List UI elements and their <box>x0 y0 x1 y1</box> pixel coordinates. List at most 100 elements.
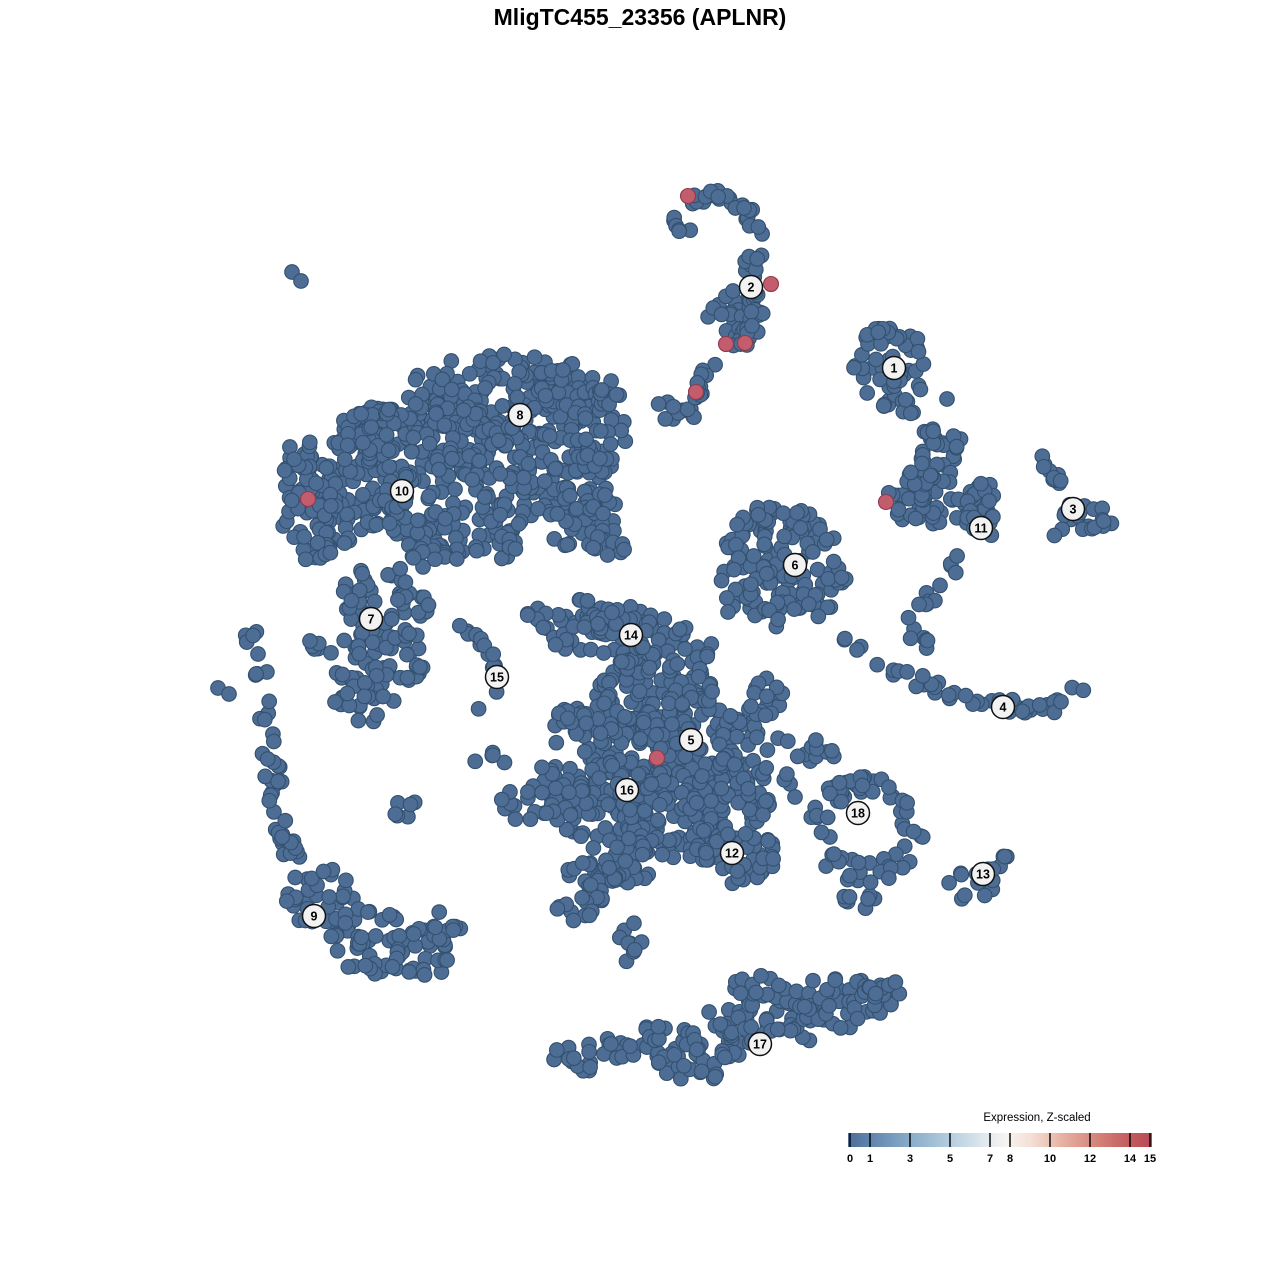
cell-point <box>492 506 509 523</box>
cell-point <box>577 410 594 427</box>
cell-point <box>535 619 552 636</box>
cell-point <box>665 398 682 415</box>
cell-point <box>507 541 524 557</box>
cell-point <box>407 396 424 412</box>
cell-point <box>592 423 609 439</box>
cell-point <box>573 828 589 845</box>
cell-point <box>650 812 666 828</box>
cell-point <box>380 442 397 459</box>
cluster-label-6: 6 <box>782 552 808 578</box>
cell-point <box>485 646 502 663</box>
cluster-label-text: 9 <box>311 910 318 924</box>
cell-point <box>880 870 897 886</box>
cell-point <box>622 801 638 818</box>
cluster-label-4: 4 <box>990 694 1016 720</box>
cell-point <box>626 915 642 932</box>
cell-point <box>818 531 835 548</box>
cell-point <box>568 500 585 517</box>
cell-point <box>748 729 765 746</box>
cell-point <box>303 870 320 887</box>
cluster-label-1: 1 <box>881 355 907 381</box>
cell-point <box>868 351 884 368</box>
cell-point <box>677 641 693 657</box>
cell-point <box>337 915 354 931</box>
cell-point <box>579 593 596 609</box>
cell-point <box>730 794 747 811</box>
legend-gradient-bar <box>848 1133 1152 1147</box>
cell-point <box>626 941 643 958</box>
cell-point <box>381 515 398 532</box>
legend-tick-label: 7 <box>987 1153 993 1165</box>
cell-point <box>658 1065 675 1082</box>
cluster-label-14: 14 <box>618 622 644 648</box>
cell-point <box>737 825 754 842</box>
cell-point <box>758 565 775 582</box>
cluster-3-points <box>1034 448 1120 544</box>
cluster-1-points <box>846 320 955 422</box>
cell-point <box>695 823 712 839</box>
cell-point <box>245 627 261 644</box>
cell-point <box>464 471 481 488</box>
cell-point <box>831 774 848 791</box>
cell-point <box>448 551 465 567</box>
cell-point <box>996 848 1013 865</box>
cell-point <box>416 967 433 983</box>
cell-point <box>593 382 610 398</box>
cell-point <box>789 748 806 765</box>
cell-point <box>608 386 625 403</box>
cell-point <box>445 922 462 938</box>
cluster-11-points <box>880 421 1002 656</box>
cell-point <box>574 889 590 906</box>
cell-point <box>439 952 455 968</box>
cell-point <box>541 428 558 444</box>
cluster-label-16: 16 <box>614 777 640 803</box>
cell-point <box>776 528 793 545</box>
legend-tick-label: 8 <box>1007 1153 1013 1165</box>
cluster-label-text: 11 <box>974 522 987 536</box>
legend-tick-label: 0 <box>847 1153 853 1165</box>
cell-point <box>339 685 356 702</box>
cell-point <box>283 492 300 509</box>
cell-point <box>846 359 862 376</box>
cell-point <box>603 1036 619 1052</box>
cell-point <box>597 487 613 503</box>
cell-point <box>947 564 964 581</box>
cell-point <box>336 632 353 649</box>
cell-point <box>354 565 371 582</box>
cell-point <box>363 419 380 436</box>
cell-point <box>648 726 665 743</box>
cell-point <box>378 427 395 443</box>
cell-point <box>720 826 736 843</box>
cluster-2-points <box>650 183 771 427</box>
cell-point <box>421 435 438 452</box>
cell-point <box>805 972 821 989</box>
cell-point <box>493 550 510 567</box>
cell-point <box>353 406 370 422</box>
cell-point <box>789 504 805 521</box>
cell-point <box>447 481 463 498</box>
cell-point <box>520 784 536 800</box>
legend-tick-label: 10 <box>1044 1153 1056 1165</box>
cell-point <box>547 780 564 797</box>
cell-point <box>710 188 727 205</box>
cell-point <box>355 434 371 451</box>
cell-point <box>265 733 282 750</box>
cell-point <box>717 335 735 353</box>
cell-point <box>496 346 512 363</box>
cell-point <box>562 487 578 504</box>
cell-point <box>410 512 426 529</box>
cluster-label-text: 15 <box>490 671 504 685</box>
cell-point <box>650 1054 667 1071</box>
cell-point <box>468 542 485 559</box>
cell-point <box>657 411 674 427</box>
cell-point <box>1075 682 1092 699</box>
cell-point <box>582 877 599 893</box>
cell-point <box>368 516 385 533</box>
cell-point <box>698 844 715 861</box>
cell-point <box>321 889 338 905</box>
cell-point <box>688 794 705 811</box>
cell-point <box>490 432 507 449</box>
cell-point <box>743 698 759 715</box>
cell-point <box>796 998 813 1015</box>
cell-point <box>616 709 633 725</box>
